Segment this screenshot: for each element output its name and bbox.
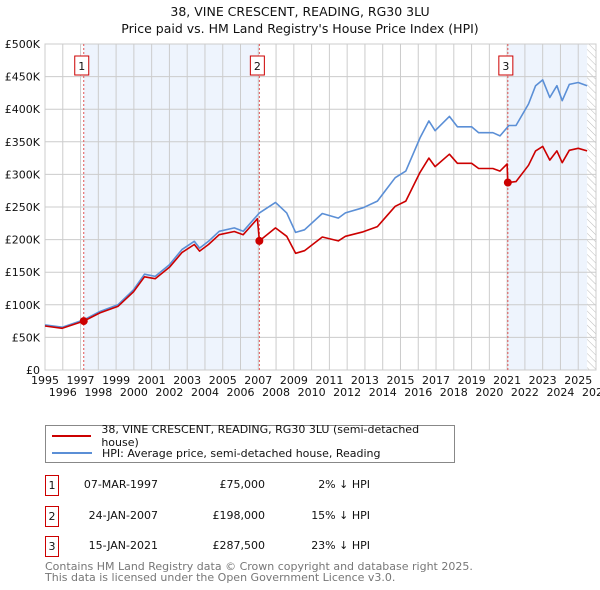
- y-tick-label: £150K: [5, 266, 41, 279]
- x-tick-label: 2000: [120, 386, 148, 399]
- sale-label-box: [498, 55, 514, 76]
- x-tick-label: 2013: [351, 374, 379, 387]
- plot-frame: [44, 43, 597, 371]
- legend-label: HPI: Average price, semi-detached house,…: [102, 446, 381, 460]
- x-tick-label: 2008: [262, 386, 290, 399]
- transaction-hpi-diff: 23% ↓ HPI: [311, 539, 370, 552]
- transaction-price: £75,000: [219, 478, 266, 491]
- x-tick-label: 1997: [67, 374, 95, 387]
- legend: 38, VINE CRESCENT, READING, RG30 3LU (se…: [45, 423, 455, 463]
- x-tick-label: 1995: [31, 374, 59, 387]
- sale-point: [503, 178, 512, 187]
- x-tick-label: 2003: [173, 374, 201, 387]
- x-tick-label: 2009: [280, 374, 308, 387]
- transaction-number: 3: [45, 536, 59, 557]
- sale-point: [79, 317, 88, 326]
- x-tick-label: 2012: [333, 386, 361, 399]
- transaction-date: 07-MAR-1997: [83, 478, 158, 491]
- x-tick-label: 2004: [191, 386, 219, 399]
- x-tick-label: 2011: [315, 374, 343, 387]
- y-tick-label: £250K: [5, 201, 41, 214]
- x-tick-label: 1996: [49, 386, 77, 399]
- legend-item-hpi: HPI: Average price, semi-detached house,…: [52, 446, 381, 460]
- legend-item-property: 38, VINE CRESCENT, READING, RG30 3LU (se…: [52, 423, 454, 449]
- footer-licence: This data is licensed under the Open Gov…: [45, 571, 396, 584]
- transaction-date: 15-JAN-2021: [88, 539, 158, 552]
- x-tick-label: 2026: [582, 386, 600, 399]
- x-tick-label: 2017: [422, 374, 450, 387]
- transaction-price: £198,000: [212, 509, 266, 522]
- x-tick-label: 2010: [298, 386, 326, 399]
- x-tick-label: 2014: [369, 386, 397, 399]
- price-paid-line: [44, 145, 588, 330]
- x-tick-label: 2024: [546, 386, 574, 399]
- y-tick-label: £450K: [5, 71, 41, 84]
- chart-title: 38, VINE CRESCENT, READING, RG30 3LU: [170, 4, 430, 19]
- transaction-number: 1: [45, 475, 59, 496]
- x-tick-label: 2018: [440, 386, 468, 399]
- x-tick-label: 2022: [511, 386, 539, 399]
- x-tick-label: 1998: [84, 386, 112, 399]
- transaction-date: 24-JAN-2007: [88, 509, 158, 522]
- y-tick-label: £500K: [5, 38, 41, 51]
- transaction-price: £287,500: [212, 539, 266, 552]
- x-tick-label: 2021: [493, 374, 521, 387]
- chart-subtitle: Price paid vs. HM Land Registry's House …: [121, 21, 479, 36]
- x-tick-label: 2005: [209, 374, 237, 387]
- x-tick-label: 2002: [155, 386, 183, 399]
- y-tick-label: £350K: [5, 136, 41, 149]
- y-tick-label: £0: [26, 364, 40, 377]
- x-tick-label: 2015: [386, 374, 414, 387]
- y-tick-label: £100K: [5, 299, 41, 312]
- hpi-line: [44, 79, 588, 328]
- legend-label: 38, VINE CRESCENT, READING, RG30 3LU (se…: [101, 423, 420, 449]
- y-tick-label: £200K: [5, 234, 41, 247]
- x-tick-label: 1999: [102, 374, 130, 387]
- x-tick-label: 2019: [458, 374, 486, 387]
- y-tick-label: £400K: [5, 103, 41, 116]
- sale-point: [255, 236, 264, 245]
- x-tick-label: 2025: [564, 374, 592, 387]
- transaction-number: 2: [45, 506, 59, 527]
- sale-label: 2: [254, 60, 261, 73]
- x-tick-label: 2020: [475, 386, 503, 399]
- sale-label: 3: [502, 60, 509, 73]
- transaction-hpi-diff: 2% ↓ HPI: [318, 478, 370, 491]
- transaction-hpi-diff: 15% ↓ HPI: [311, 509, 370, 522]
- x-tick-label: 2006: [227, 386, 255, 399]
- x-tick-label: 2016: [404, 386, 432, 399]
- x-tick-label: 2023: [529, 374, 557, 387]
- footer-copyright: Contains HM Land Registry data © Crown c…: [45, 560, 473, 573]
- sale-label: 1: [78, 60, 85, 73]
- price-chart: 1 2 31995199619971998199920002001200220032…: [5, 38, 600, 399]
- legend-swatch-blue: [52, 452, 92, 454]
- legend-swatch-red: [52, 435, 92, 437]
- x-tick-label: 2001: [138, 374, 166, 387]
- x-tick-label: 2007: [244, 374, 272, 387]
- sale-label-box: [249, 55, 265, 76]
- y-tick-label: £50K: [12, 331, 41, 344]
- y-tick-label: £300K: [5, 168, 41, 181]
- sale-label-box: [74, 55, 90, 76]
